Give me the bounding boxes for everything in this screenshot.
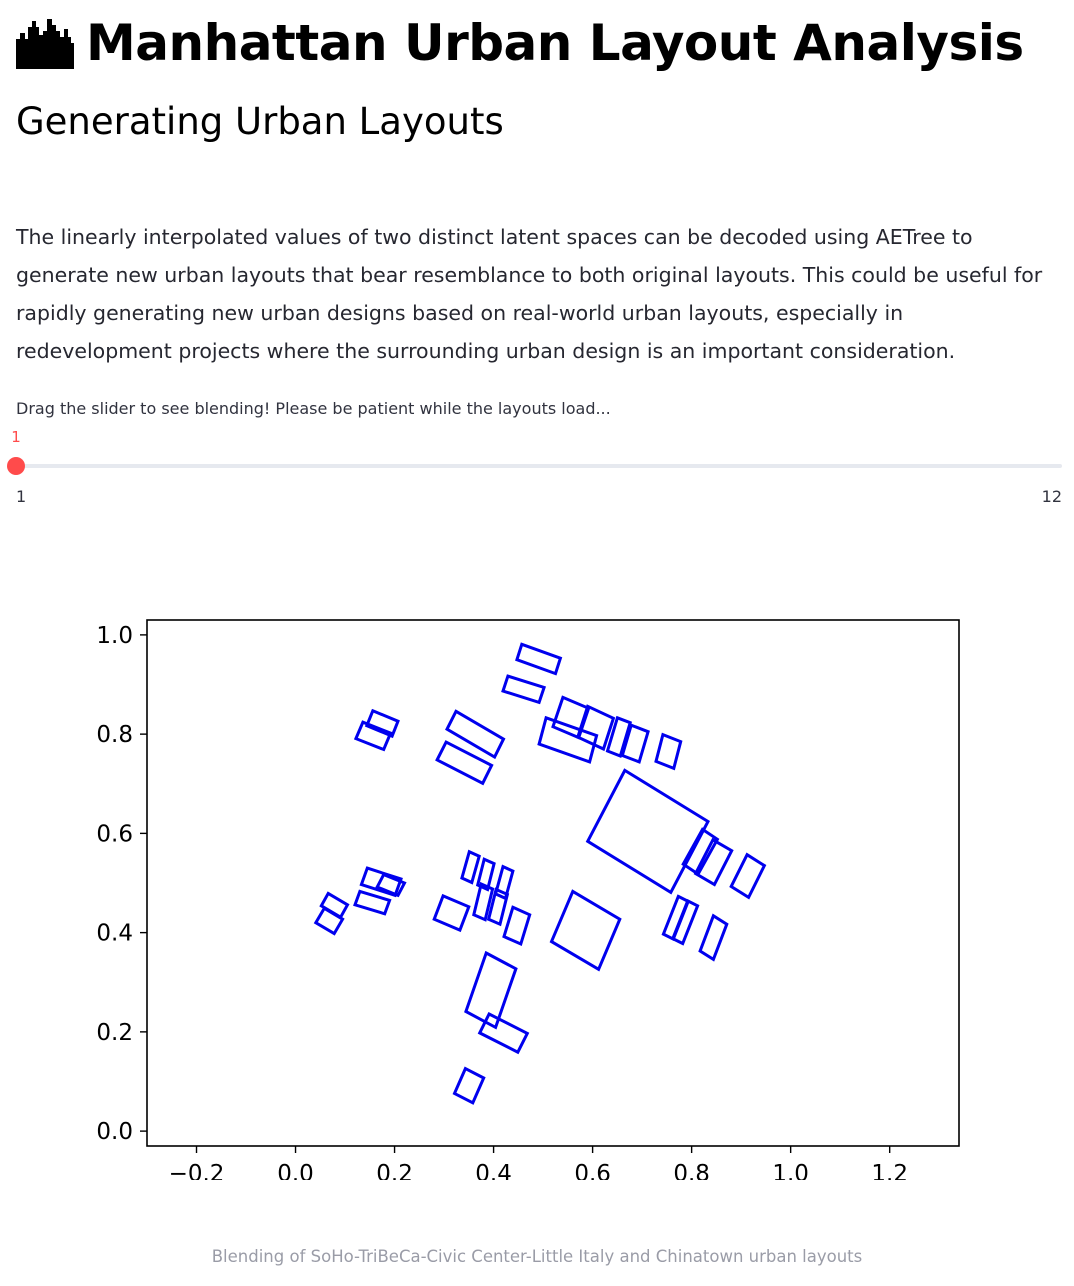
x-tick-label: 1.0 [772, 1161, 809, 1180]
building-footprint [353, 889, 392, 916]
slider-track[interactable] [16, 464, 1062, 468]
building-footprint [445, 709, 506, 760]
building-footprint [435, 740, 494, 786]
building-footprint [605, 715, 633, 758]
building-footprint [729, 852, 767, 900]
building-footprint [432, 893, 471, 933]
blend-slider[interactable]: 1 1 12 [7, 428, 1062, 518]
building-footprint [472, 881, 495, 922]
x-tick-label: 0.8 [673, 1161, 710, 1180]
building-footprint [698, 913, 729, 962]
page-title-text: Manhattan Urban Layout Analysis [86, 14, 1024, 72]
slider-hint: Drag the slider to see blending! Please … [16, 399, 611, 418]
layout-chart: −0.2 0.0 0.2 0.4 0.6 0.8 1.0 1.2 0.0 0.2 0.4 0.6 0.8… [70, 600, 990, 1187]
building-footprint [693, 837, 734, 887]
x-tick-label: 1.2 [871, 1161, 908, 1180]
plot-frame [146, 619, 960, 1147]
y-tick-label: 0.6 [96, 821, 133, 847]
building-footprint [620, 723, 650, 764]
chart-caption: Blending of SoHo-TriBeCa-Civic Center-Li… [211, 1247, 863, 1266]
building-footprint [549, 889, 622, 972]
building-footprint [313, 906, 345, 936]
building-footprint [575, 704, 616, 752]
y-tick-label: 0.4 [96, 921, 133, 947]
building-footprint [477, 1011, 530, 1055]
building-footprint [359, 866, 403, 898]
building-footprint [537, 715, 599, 764]
building-footprint [375, 872, 407, 898]
building-footprint [501, 674, 547, 705]
page-title: Manhattan Urban Layout Analysis [16, 14, 1024, 72]
building-footprint [654, 732, 683, 771]
building-footprint [486, 887, 510, 927]
x-tick-label: 0.4 [475, 1161, 512, 1180]
y-tick-label: 0.8 [96, 722, 133, 748]
layout-chart-svg: −0.2 0.0 0.2 0.4 0.6 0.8 1.0 1.2 0.0 0.2 0.4 0.6 0.8… [96, 619, 960, 1187]
city-skyline-icon [16, 19, 74, 69]
slider-min-label: 1 [16, 487, 27, 506]
building-footprint [585, 768, 710, 895]
building-footprint [475, 857, 496, 892]
building-footprint [464, 950, 518, 1030]
x-tick-label: 0.0 [277, 1161, 314, 1180]
slider-thumb[interactable] [7, 457, 25, 475]
y-tick-label: 0.0 [96, 1119, 133, 1145]
building-footprint [353, 720, 393, 752]
description-paragraph: The linearly interpolated values of two … [16, 225, 1043, 363]
x-tick-label: 0.6 [574, 1161, 611, 1180]
section-subtitle: Generating Urban Layouts [16, 100, 504, 143]
slider-current-value: 1 [11, 428, 21, 446]
building-footprint [452, 1066, 486, 1105]
building-footprint [515, 642, 563, 676]
building-footprint [502, 905, 532, 947]
building-footprint [670, 898, 700, 946]
y-tick-label: 0.2 [96, 1020, 133, 1046]
x-tick-label: −0.2 [169, 1161, 225, 1180]
building-footprint [364, 708, 400, 739]
slider-max-label: 12 [1041, 487, 1062, 506]
y-tick-label: 1.0 [96, 623, 133, 649]
building-footprint [460, 849, 481, 885]
x-tick-label: 0.2 [376, 1161, 413, 1180]
